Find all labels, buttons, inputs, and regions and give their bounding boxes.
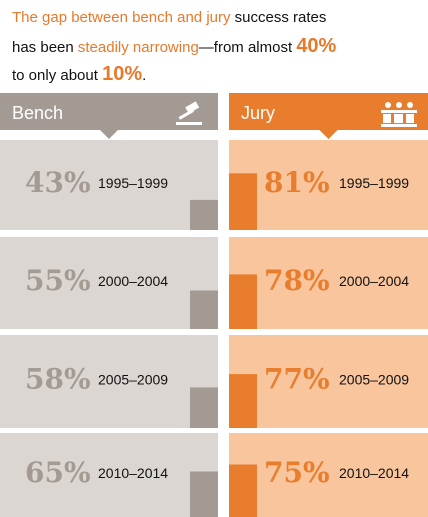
bar	[190, 387, 218, 428]
row-panel	[0, 335, 218, 428]
title-part: steadily narrowing	[78, 39, 199, 56]
category-label: 2000–2004	[339, 273, 409, 289]
bar	[229, 374, 257, 428]
bar	[229, 464, 257, 517]
value-label: 43%	[25, 166, 91, 199]
bar	[229, 274, 257, 329]
legend-label: Bench	[12, 103, 63, 123]
header-pointer	[319, 130, 338, 139]
category-label: 2005–2009	[98, 372, 168, 388]
title-part: .	[142, 67, 146, 84]
category-label: 2005–2009	[339, 372, 409, 388]
bar	[190, 471, 218, 517]
value-label: 77%	[264, 363, 330, 396]
value-label: 75%	[264, 456, 330, 489]
jury-icon	[381, 102, 417, 127]
category-label: 2010–2014	[98, 465, 168, 481]
row-panel	[0, 237, 218, 329]
row-panel	[229, 140, 428, 230]
row-panel	[0, 433, 218, 517]
value-label: 65%	[25, 456, 91, 489]
row-panel	[229, 433, 428, 517]
title-line: The gap between bench and jury success r…	[12, 9, 326, 26]
row-panel	[229, 335, 428, 428]
legend-label: Jury	[241, 103, 275, 123]
gavel-icon	[176, 101, 202, 125]
row-panel	[0, 140, 218, 230]
value-label: 58%	[25, 363, 91, 396]
value-label: 78%	[264, 264, 330, 297]
title-part: success rates	[231, 9, 327, 26]
title-part: to only about	[12, 67, 102, 84]
title-line: to only about 10%.	[12, 63, 146, 85]
title-part: —from almost	[199, 39, 297, 56]
title-part: The gap between bench and jury	[12, 9, 231, 26]
row-panel	[229, 237, 428, 329]
title-part: has been	[12, 39, 78, 56]
panels: Bench 43% 1995–1999 55% 2000–2004 58% 2005–200…	[0, 93, 428, 517]
category-label: 1995–1999	[339, 175, 409, 191]
category-label: 1995–1999	[98, 175, 168, 191]
bar	[190, 290, 218, 329]
category-label: 2000–2004	[98, 273, 168, 289]
header-pointer	[100, 130, 118, 139]
value-label: 55%	[25, 264, 91, 297]
bar	[190, 199, 218, 230]
title-line: has been steadily narrowing—from almost …	[12, 35, 337, 57]
category-label: 2010–2014	[339, 465, 409, 481]
title-part: 10%	[102, 63, 142, 85]
bar	[229, 173, 257, 230]
title-part: 40%	[296, 35, 336, 57]
title: The gap between bench and jury success r…	[12, 9, 337, 85]
value-label: 81%	[264, 166, 330, 199]
